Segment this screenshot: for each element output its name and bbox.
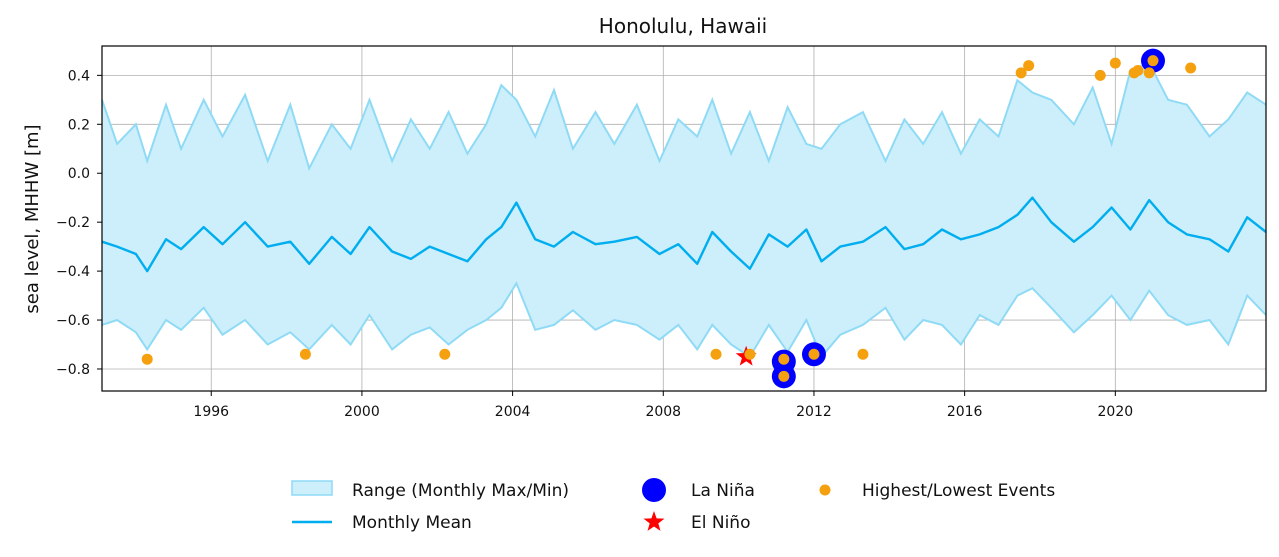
event-marker [1185,62,1197,74]
y-axis-label: sea level, MHHW [m] [22,124,43,313]
event-marker [857,348,869,360]
x-tick-label: 2012 [796,404,832,420]
event-marker [1143,67,1155,79]
event-marker [744,348,756,360]
event-marker [299,348,311,360]
x-tick-label: 2004 [495,404,531,420]
legend-label-la-nina: La Niña [691,481,755,501]
legend-swatch-la-nina [642,478,666,502]
legend-swatch-events [819,484,831,496]
x-tick-label: 2000 [344,404,380,420]
legend-swatch-range [291,480,333,496]
x-tick-label: 1996 [193,404,229,420]
event-marker [1147,55,1159,67]
monthly-mean-line [101,196,1267,273]
legend-label-mean: Monthly Mean [352,513,472,533]
event-marker [141,353,153,365]
y-tick-label: −0.2 [56,215,90,231]
event-marker [1015,67,1027,79]
event-marker [778,370,790,382]
event-marker [808,348,820,360]
x-tick-label: 2020 [1098,404,1134,420]
event-marker [778,353,790,365]
range-band-fill [102,63,1266,357]
x-tick-label: 2016 [947,404,983,420]
range-max-line [101,61,1267,171]
y-tick-label: −0.8 [56,362,90,378]
chart-title: Honolulu, Hawaii [599,14,767,38]
legend-swatch-el-nino [643,511,665,531]
event-marker [1094,69,1106,81]
x-tick-label: 2008 [645,404,681,420]
y-tick-label: 0.0 [68,166,90,182]
y-tick-label: 0.4 [68,68,90,84]
plot-frame [101,45,1267,392]
y-tick-label: 0.2 [68,117,90,133]
event-marker [1132,64,1144,76]
event-marker [439,348,451,360]
legend: Range (Monthly Max/Min) Monthly Mean La Ni… [291,478,1055,533]
legend-label-el-nino: El Niño [691,513,750,533]
range-min-line [101,281,1267,359]
markers [141,48,1197,389]
range-band [101,61,1267,359]
legend-label-events: Highest/Lowest Events [862,481,1055,501]
event-marker [1109,57,1121,69]
y-tick-label: −0.6 [56,313,90,329]
y-tick-label: −0.4 [56,264,90,280]
legend-label-range: Range (Monthly Max/Min) [352,481,569,501]
event-marker [1023,60,1035,72]
event-marker [710,348,722,360]
mean-line-group [101,196,1267,273]
axis-ticks: 1996 2000 2004 2008 2012 2016 2020 0.4 0.2 0.0 −0.… [56,68,1133,420]
